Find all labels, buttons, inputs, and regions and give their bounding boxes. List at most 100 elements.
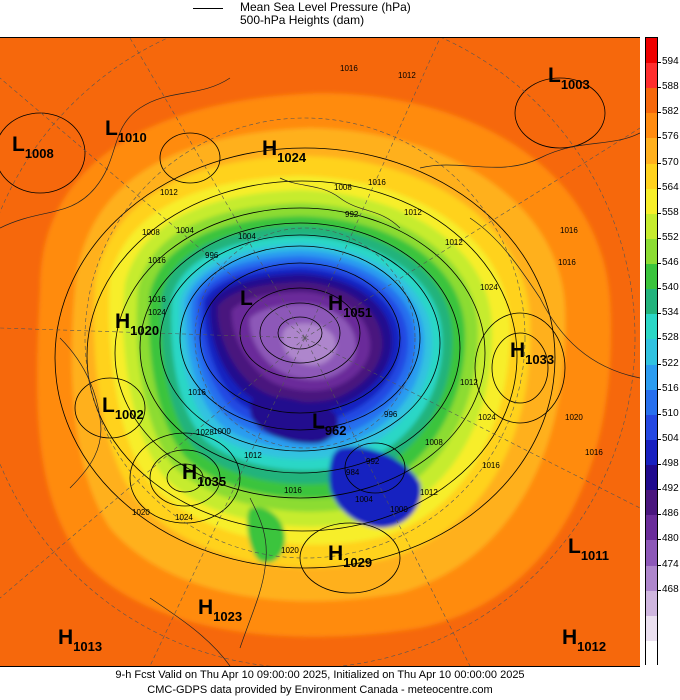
- colorbar-tick-label: 570: [662, 156, 679, 168]
- isobar-label: 1008: [334, 183, 352, 192]
- pressure-high: H1013: [58, 626, 103, 654]
- colorbar-tick: [657, 162, 661, 164]
- isobar-label: 1016: [368, 178, 386, 187]
- isobar-label: 1016: [585, 448, 603, 457]
- colorbar-tick: [657, 363, 661, 365]
- colorbar-tick: [657, 489, 661, 491]
- colorbar-tick: [657, 589, 661, 591]
- colorbar-segment: [646, 515, 657, 541]
- heights-colorbar: [645, 37, 658, 667]
- pressure-high: H1024: [262, 137, 307, 165]
- trough-lobe-south: [247, 507, 285, 563]
- pressure-low: L1008: [12, 133, 54, 161]
- colorbar-segment: [646, 615, 657, 642]
- colorbar-tick-label: 468: [662, 583, 679, 595]
- isobar-label: 1004: [176, 226, 194, 235]
- colorbar-segment: [646, 640, 657, 667]
- isobar-label: 1012: [398, 71, 416, 80]
- colorbar-segment: [646, 565, 657, 592]
- colorbar-segment: [646, 113, 657, 139]
- colorbar-tick: [657, 212, 661, 214]
- pressure-low: L: [240, 287, 253, 310]
- heights-field: [0, 38, 640, 666]
- legend-mslp-label: Mean Sea Level Pressure (hPa): [240, 0, 411, 14]
- colorbar-tick: [657, 112, 661, 114]
- isobar-label: 984: [346, 468, 360, 477]
- isobar-label: 1016: [148, 295, 166, 304]
- isobar-label: 996: [205, 251, 219, 260]
- colorbar-tick: [657, 388, 661, 390]
- pressure-high: H1033: [510, 339, 555, 367]
- colorbar-tick: [657, 87, 661, 89]
- isobar-label: 1012: [460, 378, 478, 387]
- colorbar-segment: [646, 213, 657, 240]
- isobar-label: 1012: [160, 188, 178, 197]
- pressure-low: L1011: [568, 535, 610, 563]
- colorbar-tick: [657, 338, 661, 340]
- colorbar-tick-label: 480: [662, 533, 679, 545]
- colorbar-tick-label: 510: [662, 407, 679, 419]
- colorbar-tick-label: 540: [662, 282, 679, 294]
- isobar-legend-line: [193, 8, 223, 9]
- pressure-high: H1020: [115, 310, 160, 338]
- colorbar-segment: [646, 38, 657, 64]
- colorbar-tick: [657, 137, 661, 139]
- colorbar-tick-label: 486: [662, 508, 679, 520]
- data-credit-text: CMC-GDPS data provided by Environment Ca…: [147, 684, 493, 696]
- colorbar-tick-label: 546: [662, 257, 679, 269]
- colorbar-segment: [646, 63, 657, 89]
- colorbar-tick-label: 552: [662, 231, 679, 243]
- pressure-low: L1002: [102, 394, 144, 422]
- colorbar-tick: [657, 62, 661, 64]
- colorbar-segment: [646, 389, 657, 416]
- colorbar-segment: [646, 163, 657, 190]
- weather-map: L1003 L1010 L1008 H1024 H1020 L H1051 H1…: [0, 37, 640, 667]
- isobar-label: 1008: [142, 228, 160, 237]
- colorbar-tick-label: 498: [662, 458, 679, 470]
- isobar-label: 1016: [340, 64, 358, 73]
- isobar-label: 1028: [196, 428, 214, 437]
- colorbar-tick: [657, 438, 661, 440]
- colorbar-segment: [646, 289, 657, 315]
- isobar-label: 1024: [478, 413, 496, 422]
- isobar-label: 1016: [560, 226, 578, 235]
- colorbar-segment: [646, 465, 657, 491]
- colorbar-tick-label: 522: [662, 357, 679, 369]
- isobar-label: 1024: [480, 283, 498, 292]
- colorbar-tick: [657, 187, 661, 189]
- isobar-label: 996: [384, 410, 398, 419]
- colorbar-segment: [646, 364, 657, 391]
- colorbar-segment: [646, 188, 657, 215]
- colorbar-tick: [657, 539, 661, 541]
- isobar-label: 1016: [482, 461, 500, 470]
- isobar-label: 1016: [284, 486, 302, 495]
- colorbar-segment: [646, 238, 657, 265]
- isobar-label: 1000: [390, 505, 408, 514]
- map-legend: Mean Sea Level Pressure (hPa) 500-hPa He…: [190, 0, 490, 30]
- colorbar-tick-label: 534: [662, 307, 679, 319]
- isobar-label: 1016: [188, 388, 206, 397]
- legend-heights-label: 500-hPa Heights (dam): [240, 13, 365, 27]
- isobar-label: 1012: [420, 488, 438, 497]
- lat-lon-grid: [0, 38, 640, 666]
- colorbar-tick: [657, 237, 661, 239]
- colorbar-tick-label: 516: [662, 382, 679, 394]
- isobars: [0, 77, 606, 594]
- colorbar-tick: [657, 413, 661, 415]
- heights-band-468: [282, 323, 337, 366]
- colorbar-tick-label: 504: [662, 432, 679, 444]
- isobar-label: 1016: [558, 258, 576, 267]
- isobar-label: 1008: [425, 438, 443, 447]
- pressure-high: H1029: [328, 542, 373, 570]
- isobar-label: 1020: [132, 508, 150, 517]
- colorbar-tick-label: 564: [662, 181, 679, 193]
- colorbar-segment: [646, 540, 657, 566]
- colorbar-segment: [646, 314, 657, 340]
- pressure-low: L1003: [548, 64, 590, 92]
- isobar-label: 1004: [238, 232, 256, 241]
- isobar-label: 1012: [244, 451, 262, 460]
- isobar-label: 992: [366, 457, 380, 466]
- colorbar-tick-label: 492: [662, 483, 679, 495]
- isobar-label: 1020: [565, 413, 583, 422]
- colorbar-segment: [646, 88, 657, 114]
